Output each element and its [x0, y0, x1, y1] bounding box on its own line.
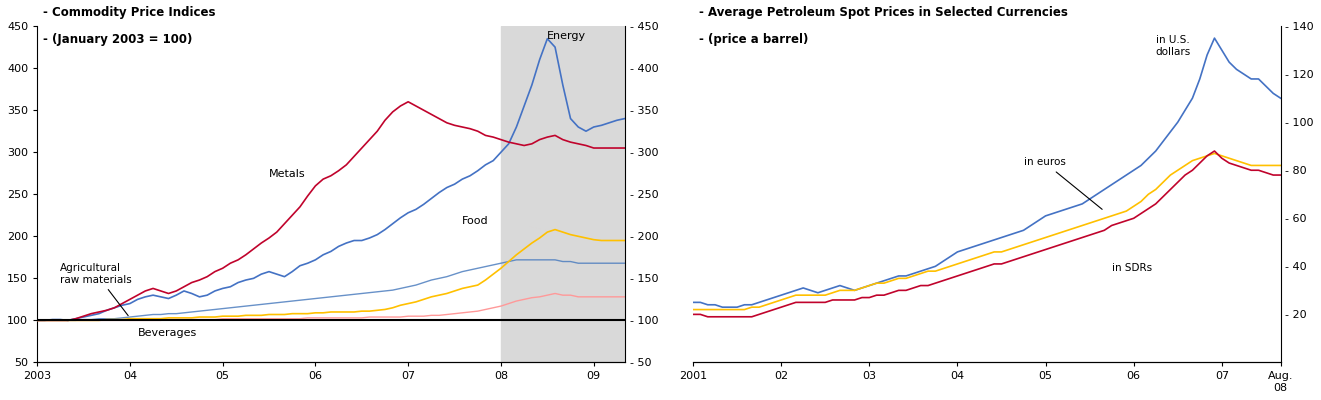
Text: Metals: Metals: [269, 170, 305, 180]
Text: in U.S.
dollars: in U.S. dollars: [1156, 35, 1192, 57]
Text: - (January 2003 = 100): - (January 2003 = 100): [44, 33, 193, 46]
Text: Agricultural
raw materials: Agricultural raw materials: [61, 263, 132, 316]
Text: Energy: Energy: [547, 31, 587, 41]
Text: - Commodity Price Indices: - Commodity Price Indices: [44, 6, 215, 19]
Text: - Average Petroleum Spot Prices in Selected Currencies: - Average Petroleum Spot Prices in Selec…: [699, 6, 1067, 19]
Text: Beverages: Beverages: [137, 328, 197, 338]
Text: in SDRs: in SDRs: [1112, 263, 1152, 273]
Text: Food: Food: [462, 216, 489, 226]
Bar: [501, 26, 625, 362]
Text: in euros: in euros: [1024, 158, 1102, 209]
Text: - (price a barrel): - (price a barrel): [699, 33, 808, 46]
